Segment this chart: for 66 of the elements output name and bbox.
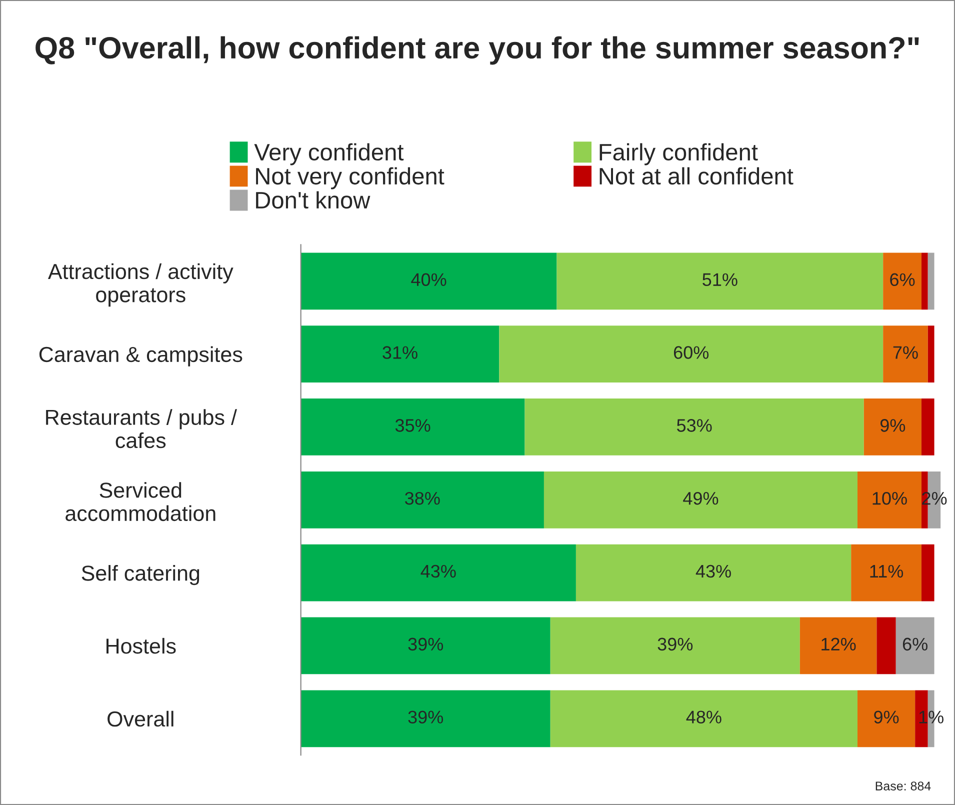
bar [300, 471, 544, 528]
y-tick-label: Hostels [106, 638, 176, 654]
legend-label: Fairly confident [600, 143, 758, 166]
bar [857, 471, 922, 528]
bar [300, 544, 576, 602]
data-label: 38% [405, 492, 440, 505]
data-label: 11% [870, 564, 904, 578]
data-label: 39% [408, 710, 444, 724]
text: Base: 884 [876, 782, 931, 790]
bar [300, 252, 557, 310]
data-label: 12% [822, 638, 856, 650]
y-tick-label: Serviced accommodation [66, 482, 216, 522]
data-label: 9% [874, 710, 899, 724]
data-label: 39% [408, 638, 444, 651]
bar [524, 398, 864, 456]
bar [864, 398, 922, 456]
bar [550, 690, 858, 748]
data-label: 53% [676, 419, 712, 432]
data-label: 31% [382, 346, 418, 359]
bar [928, 252, 934, 310]
data-label: 40% [411, 273, 446, 286]
data-label: 10% [872, 492, 907, 505]
y-tick-label: Attractions / activity operators [48, 263, 234, 307]
bar [883, 252, 922, 310]
data-label: 48% [686, 710, 722, 724]
y-tick-label: Caravan & campsites [39, 346, 242, 366]
bar [883, 326, 928, 383]
bar [896, 617, 934, 674]
data-label: 35% [395, 419, 430, 432]
legend-label: Not very confident [256, 167, 444, 190]
bar [300, 398, 525, 456]
bar [921, 398, 934, 456]
bar [300, 690, 550, 748]
bar [857, 690, 916, 748]
bar [921, 252, 928, 310]
data-label: 9% [880, 419, 906, 432]
chart-title: Q8 "Overall, how confident are you for the summer season?" [36, 36, 919, 65]
data-label: 51% [702, 273, 738, 286]
bar [876, 617, 896, 674]
data-label: 6% [890, 273, 915, 286]
data-label: 43% [696, 564, 731, 578]
data-label: 6% [902, 638, 928, 651]
y-tick-label: Restaurants / pubs / cafes [46, 409, 237, 448]
legend-label: Not at all confident [600, 167, 794, 185]
bar [544, 471, 858, 528]
legend-label: Don't know [256, 191, 370, 209]
data-label: 2% [922, 492, 947, 505]
y-tick-label: Overall [108, 710, 174, 727]
y-tick-label: Self catering [82, 565, 200, 586]
data-label: 49% [683, 492, 718, 505]
bar [921, 544, 934, 602]
bar [556, 252, 884, 310]
data-label: 60% [674, 346, 709, 359]
data-label: 39% [658, 638, 693, 651]
bar [499, 326, 884, 383]
bar [300, 326, 500, 383]
data-label: 1% [919, 710, 944, 724]
bar [928, 326, 934, 383]
bar [550, 617, 800, 674]
bar [300, 617, 550, 674]
bar [851, 544, 922, 602]
legend-label: Very confident [254, 143, 404, 166]
data-label: 43% [420, 564, 456, 578]
bar [800, 617, 877, 674]
data-label: 7% [893, 346, 918, 359]
bar [576, 544, 852, 602]
